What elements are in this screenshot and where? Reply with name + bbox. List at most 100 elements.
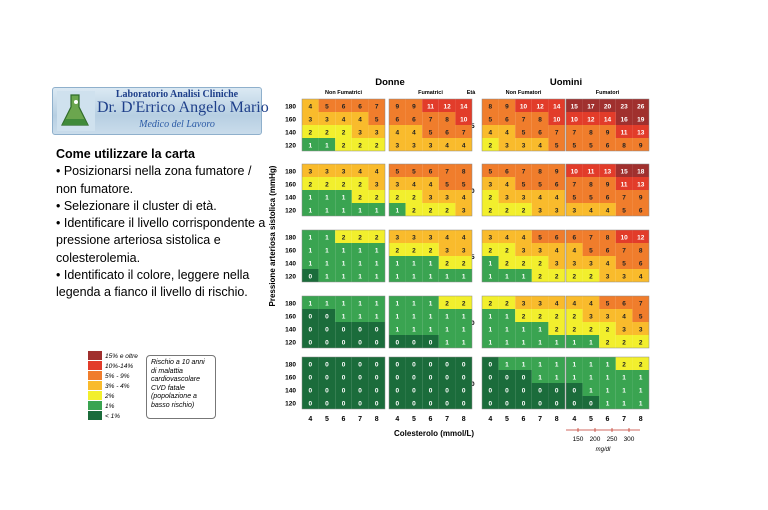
risk-value: 6 [342,103,346,110]
risk-cell [566,190,583,203]
risk-value: 0 [342,400,346,407]
risk-cell [482,396,499,409]
risk-cell [632,383,649,396]
risk-cell [566,164,583,177]
risk-cell [455,396,472,409]
risk-cell [548,269,565,282]
risk-value: 1 [555,339,559,346]
risk-cell [335,164,352,177]
risk-cell [548,370,565,383]
risk-cell [335,357,352,370]
risk-cell [531,125,549,138]
risk-cell [498,112,516,125]
risk-cell [335,370,352,383]
risk-value: 4 [395,129,399,136]
risk-value: 0 [522,400,526,407]
risk-value: 3 [488,234,492,241]
risk-value: 1 [445,313,449,320]
risk-cell [515,125,532,138]
risk-value: 8 [445,116,449,123]
risk-cell [615,335,633,348]
risk-value: 1 [522,361,526,368]
risk-value: 0 [395,361,399,368]
risk-cell [632,190,649,203]
risk-cell [438,296,456,309]
risk-value: 5 [589,194,593,201]
risk-cell [515,357,532,370]
risk-value: 3 [429,234,433,241]
risk-value: 0 [412,400,416,407]
block-border [301,295,386,349]
risk-cell [498,269,516,282]
risk-value: 2 [522,313,526,320]
risk-value: 4 [412,181,416,188]
risk-value: 0 [342,339,346,346]
risk-value: 6 [622,300,626,307]
risk-value: 1 [589,361,593,368]
risk-cell [455,203,472,216]
smoking-header: Fumatori [596,90,620,96]
risk-value: 3 [395,234,399,241]
risk-value: 2 [505,247,509,254]
risk-cell [632,177,649,190]
risk-value: 4 [412,129,416,136]
risk-cell [632,396,649,409]
risk-cell [548,296,565,309]
risk-value: 3 [606,313,610,320]
risk-cell [566,269,583,282]
risk-cell [632,322,649,335]
risk-value: 12 [587,116,595,123]
bp-tick-label: 120 [285,273,296,280]
risk-cell [599,177,616,190]
risk-cell [438,125,456,138]
chol-tick-label: 7 [445,416,449,423]
risk-cell [389,296,406,309]
risk-cell [302,125,319,138]
chol-tick-label: 6 [606,416,610,423]
risk-value: 1 [375,247,379,254]
risk-value: 2 [606,326,610,333]
risk-cell [599,256,616,269]
risk-value: 3 [538,207,542,214]
risk-value: 1 [325,247,329,254]
risk-value: 3 [622,273,626,280]
legend-swatch [88,361,102,370]
risk-cell [351,243,369,256]
risk-value: 3 [308,168,312,175]
risk-cell [498,177,516,190]
risk-value: 0 [462,400,466,407]
risk-value: 5 [375,116,379,123]
risk-value: 1 [412,273,416,280]
logo-doctor-name: Dr. D'Errico Angelo Mario [97,99,269,116]
risk-cell [368,203,385,216]
risk-cell [368,243,385,256]
risk-cell [498,256,516,269]
bp-tick-label: 120 [285,339,296,346]
risk-value: 1 [429,326,433,333]
risk-cell [368,256,385,269]
risk-value: 9 [606,181,610,188]
risk-value: 2 [358,181,362,188]
risk-value: 0 [342,326,346,333]
risk-cell [548,112,565,125]
risk-cell [482,177,499,190]
risk-cell [302,177,319,190]
risk-cell [422,243,439,256]
risk-legend: 15% e oltre 10%-14% 5% - 9% 3% - 4% 2% 1% < 1% [88,351,138,420]
risk-cell [318,99,336,112]
risk-value: 1 [358,273,362,280]
risk-value: 14 [460,103,468,110]
risk-value: 1 [589,374,593,381]
risk-value: 4 [462,234,466,241]
risk-value: 0 [342,387,346,394]
bp-tick-label: 180 [285,361,296,368]
risk-cell [335,396,352,409]
risk-cell [498,370,516,383]
risk-cell [515,99,532,112]
risk-value: 0 [445,400,449,407]
risk-value: 0 [308,313,312,320]
risk-cell [351,138,369,151]
risk-value: 0 [488,400,492,407]
risk-value: 0 [308,400,312,407]
risk-cell [515,296,532,309]
